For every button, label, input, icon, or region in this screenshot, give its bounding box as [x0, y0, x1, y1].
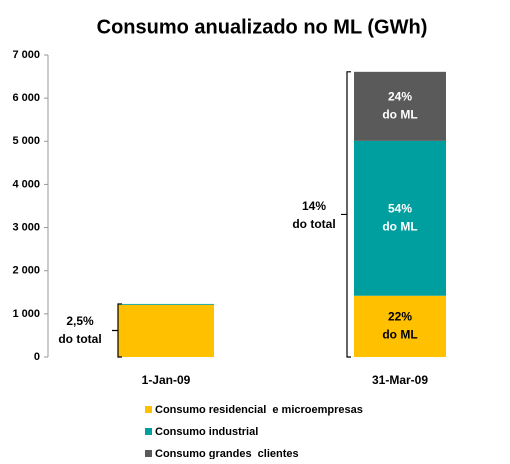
- annotation: do ML: [382, 108, 417, 122]
- annotation: 2,5%: [66, 314, 94, 328]
- annotation: do total: [58, 332, 101, 346]
- y-tick-label: 5 000: [12, 135, 40, 147]
- legend-swatch: [145, 428, 152, 435]
- annotation: do total: [292, 217, 335, 231]
- legend-label: Consumo residencial e microempresas: [155, 404, 363, 416]
- x-tick-label: 31-Mar-09: [372, 373, 428, 387]
- annotation: do ML: [382, 219, 417, 233]
- y-tick-label: 1 000: [12, 308, 40, 320]
- bar-segment: [354, 140, 446, 296]
- annotation: 14%: [302, 199, 326, 213]
- bracket: [341, 71, 351, 358]
- legend-swatch: [145, 406, 152, 413]
- y-tick-label: 0: [34, 351, 40, 363]
- annotation: 22%: [388, 310, 412, 324]
- legend-swatch: [145, 450, 152, 457]
- bar-segment: [354, 71, 446, 141]
- bar-segment: [118, 303, 214, 305]
- annotation: 54%: [388, 201, 412, 215]
- bracket: [112, 303, 122, 358]
- y-tick-label: 2 000: [12, 265, 40, 277]
- annotation: do ML: [382, 328, 417, 342]
- y-tick-label: 3 000: [12, 221, 40, 233]
- y-tick-label: 6 000: [12, 92, 40, 104]
- bar-segment: [118, 304, 214, 357]
- legend-label: Consumo grandes clientes: [155, 448, 299, 459]
- annotation: 24%: [388, 90, 412, 104]
- y-tick-label: 7 000: [12, 49, 40, 61]
- chart-title: Consumo anualizado no ML (GWh): [97, 16, 428, 38]
- bar-segment: [354, 295, 446, 357]
- y-tick-label: 4 000: [12, 178, 40, 190]
- legend-label: Consumo industrial: [155, 426, 258, 438]
- x-tick-label: 1-Jan-09: [142, 373, 191, 387]
